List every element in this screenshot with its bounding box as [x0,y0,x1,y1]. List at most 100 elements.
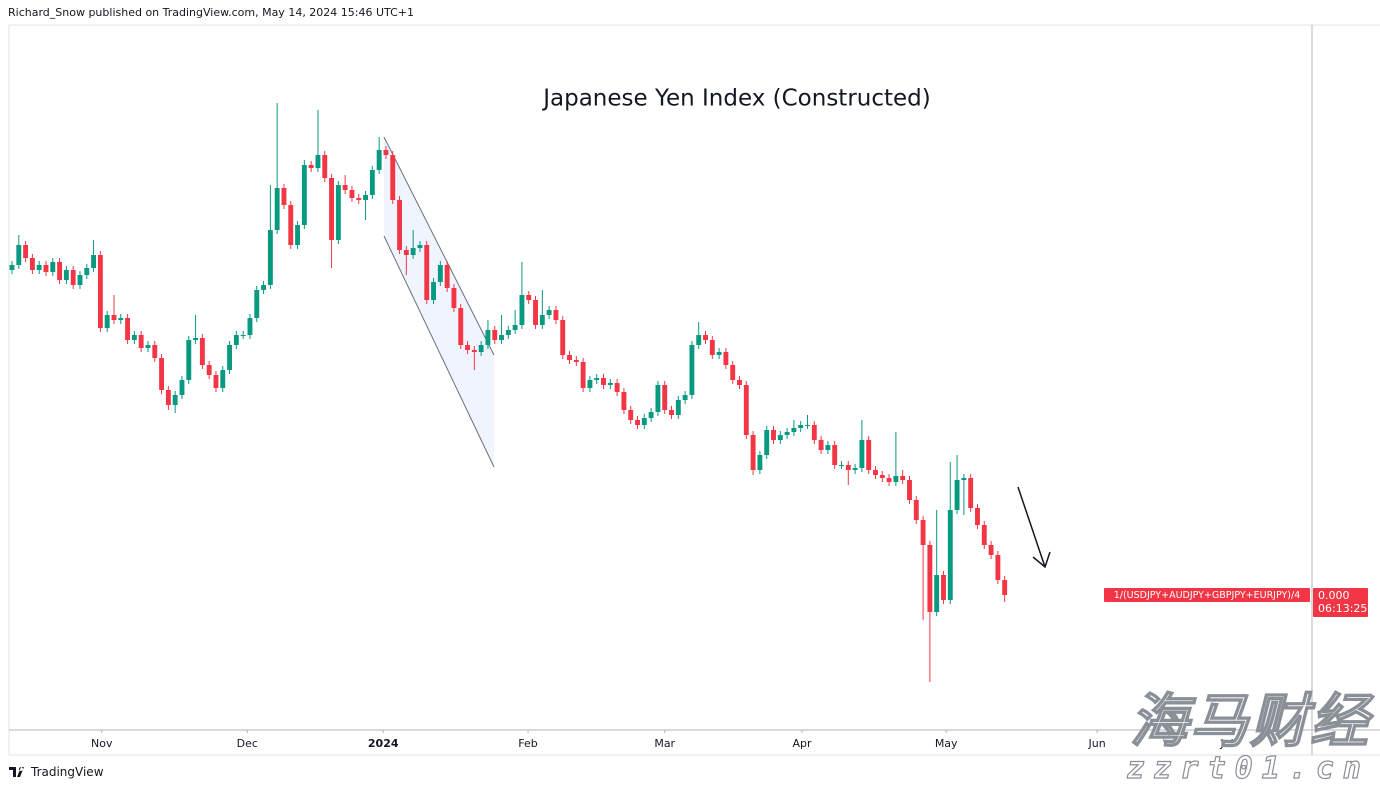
candle-body [512,325,518,330]
candle-body [811,425,817,440]
candle-body [111,315,117,320]
channel-fill [384,137,494,467]
candle-body [805,425,810,426]
candle-body [165,390,171,405]
candle-body [981,525,987,545]
candle-body [743,385,749,435]
channel-lower [383,235,495,468]
candle-body [947,510,953,600]
candle-body [213,375,219,388]
candle-body [397,200,402,250]
candle-body [580,362,586,388]
candle-body [308,165,314,168]
candle-body [369,170,375,195]
candle-body [737,380,742,385]
series-label-box [1104,588,1310,602]
candle-body [587,380,593,388]
candle-body [220,370,226,388]
candle-body [23,245,29,258]
candle-body [859,440,865,468]
candle-body [927,545,933,612]
candle-body [954,480,960,510]
candle-body [424,245,430,300]
candle-body [675,400,681,415]
candle-body [240,335,246,336]
candle-body [900,476,906,480]
candle-body [363,195,368,200]
candle-body [886,478,892,482]
candle-body [682,395,688,400]
candle-body [288,205,294,245]
candle-body [16,245,22,265]
candle-body [492,330,498,340]
x-tick-label: Feb [518,737,537,750]
candle-body [131,335,137,340]
candle-body [839,465,844,466]
candle-body [471,350,477,352]
candle-body [444,265,450,288]
candle-body [879,475,885,478]
candle-body [206,365,212,375]
candle-body [539,315,545,325]
author-line: Richard_Snow published on TradingView.co… [8,6,415,19]
candle-body [920,520,926,545]
candle-body [546,310,552,315]
candle-body [764,430,770,455]
candle-body [709,340,715,355]
candle-body [227,345,233,370]
candle-body [757,455,763,470]
countdown-label: 06:13:25 [1318,602,1367,615]
candle-body [696,335,702,345]
candle-body [199,338,205,365]
candle-body [791,428,797,432]
candle-body [342,185,348,190]
channel-upper [383,136,495,356]
candle-body [267,230,273,285]
candle-body [628,410,634,420]
x-tick-label: Nov [91,737,113,750]
candle-body [261,285,267,290]
candle-body [138,335,144,348]
candle-body [614,383,620,392]
candle-body [499,335,504,340]
candle-body [832,445,838,465]
candle-body [29,258,35,270]
candle-body [703,335,708,340]
x-tick-label: Jul [1219,737,1233,750]
candle-body [560,320,566,355]
candle-body [941,575,946,600]
candle-body [159,358,165,390]
candle-body [594,378,600,380]
candle-body [907,480,912,500]
candle-body [975,508,980,525]
candle-body [193,338,199,340]
candle-body [818,440,824,450]
price-label-box [1313,588,1368,617]
candle-body [553,310,559,320]
candle-body [403,250,409,255]
candle-body [247,318,253,335]
brand-name: TradingView [31,765,104,779]
candle-body [376,150,382,170]
candle-body [784,432,790,435]
candle-body [465,345,470,350]
candle-body [437,265,443,282]
arrow-head [1032,551,1051,569]
candles [9,103,1008,682]
series-label: 1/(USDJPY+AUDJPY+GBPJPY+EURJPY)/4 [1114,590,1301,601]
x-tick-label: Mar [654,737,675,750]
candle-body [607,383,613,385]
candle-body [635,420,640,425]
candle-body [934,575,940,612]
candle-body [9,265,15,270]
candle-body [458,308,464,345]
candle-body [567,355,572,360]
candle-body [301,165,307,225]
x-tick-label: May [935,737,958,750]
candle-body [295,225,301,245]
candle-body [322,155,328,178]
candle-body [152,345,158,358]
candle-body [893,476,899,482]
